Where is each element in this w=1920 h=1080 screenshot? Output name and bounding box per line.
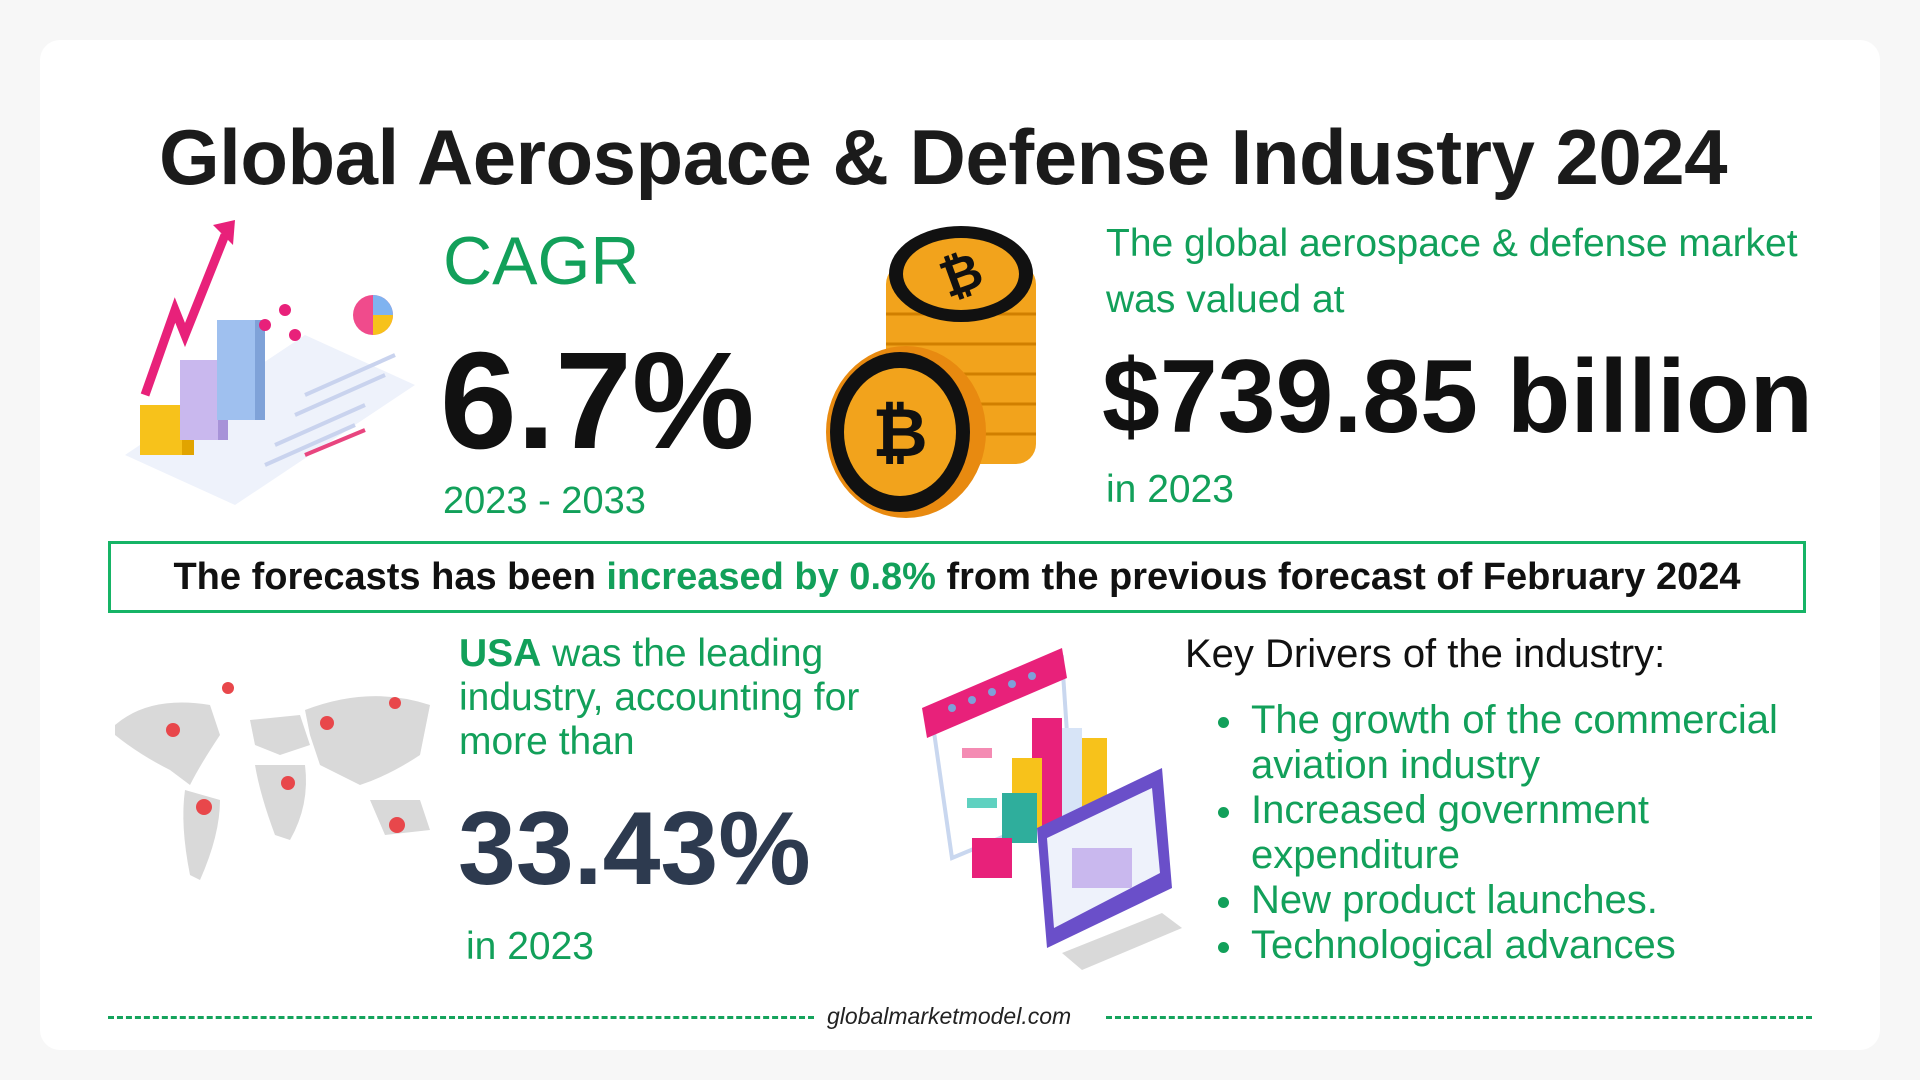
- growth-chart-illustration: [125, 220, 415, 505]
- key-driver-item: Technological advances: [1218, 923, 1798, 968]
- key-driver-item: The growth of the commercial aviation in…: [1218, 698, 1798, 788]
- cagr-period: 2023 - 2033: [443, 480, 646, 522]
- key-drivers-list: The growth of the commercial aviation in…: [1218, 698, 1798, 968]
- key-drivers-title: Key Drivers of the industry:: [1185, 632, 1666, 676]
- footer-website: globalmarketmodel.com: [827, 1003, 1072, 1029]
- bullet-icon: [1218, 897, 1229, 908]
- banner-suffix: from the previous forecast of February 2…: [935, 555, 1741, 598]
- usa-year: in 2023: [466, 925, 594, 968]
- forecast-banner: The forecasts has been increased by 0.8%…: [108, 541, 1806, 613]
- bitcoin-coins-icon: ₿ ₿: [826, 226, 1036, 518]
- usa-text: was the leading industry, accounting for…: [459, 632, 860, 763]
- world-map-illustration: [115, 682, 430, 880]
- banner-prefix: The forecasts has been: [173, 555, 607, 598]
- cagr-value: 6.7%: [440, 324, 755, 478]
- usa-share-value: 33.43%: [458, 791, 811, 907]
- footer-divider-right: [1106, 1016, 1812, 1019]
- key-driver-item: Increased government expenditure: [1218, 788, 1688, 878]
- bullet-icon: [1218, 717, 1229, 728]
- market-year: in 2023: [1106, 468, 1234, 511]
- calendar-analytics-illustration: [922, 648, 1182, 970]
- key-driver-item: New product launches.: [1218, 878, 1798, 923]
- market-description-line1: The global aerospace & defense market: [1106, 222, 1798, 265]
- infographic-card: [40, 40, 1880, 1050]
- svg-text:₿: ₿: [872, 395, 927, 471]
- market-value: $739.85 billion: [1102, 339, 1813, 455]
- usa-description: USA was the leading industry, accounting…: [459, 632, 899, 764]
- market-description-line2: was valued at: [1106, 278, 1345, 321]
- bullet-icon: [1218, 942, 1229, 953]
- footer-divider-left: [108, 1016, 814, 1019]
- usa-country: USA: [459, 632, 542, 675]
- cagr-label: CAGR: [443, 223, 640, 299]
- banner-highlight: increased by 0.8%: [606, 555, 936, 598]
- page-title: Global Aerospace & Defense Industry 2024: [159, 113, 1728, 201]
- bullet-icon: [1218, 807, 1229, 818]
